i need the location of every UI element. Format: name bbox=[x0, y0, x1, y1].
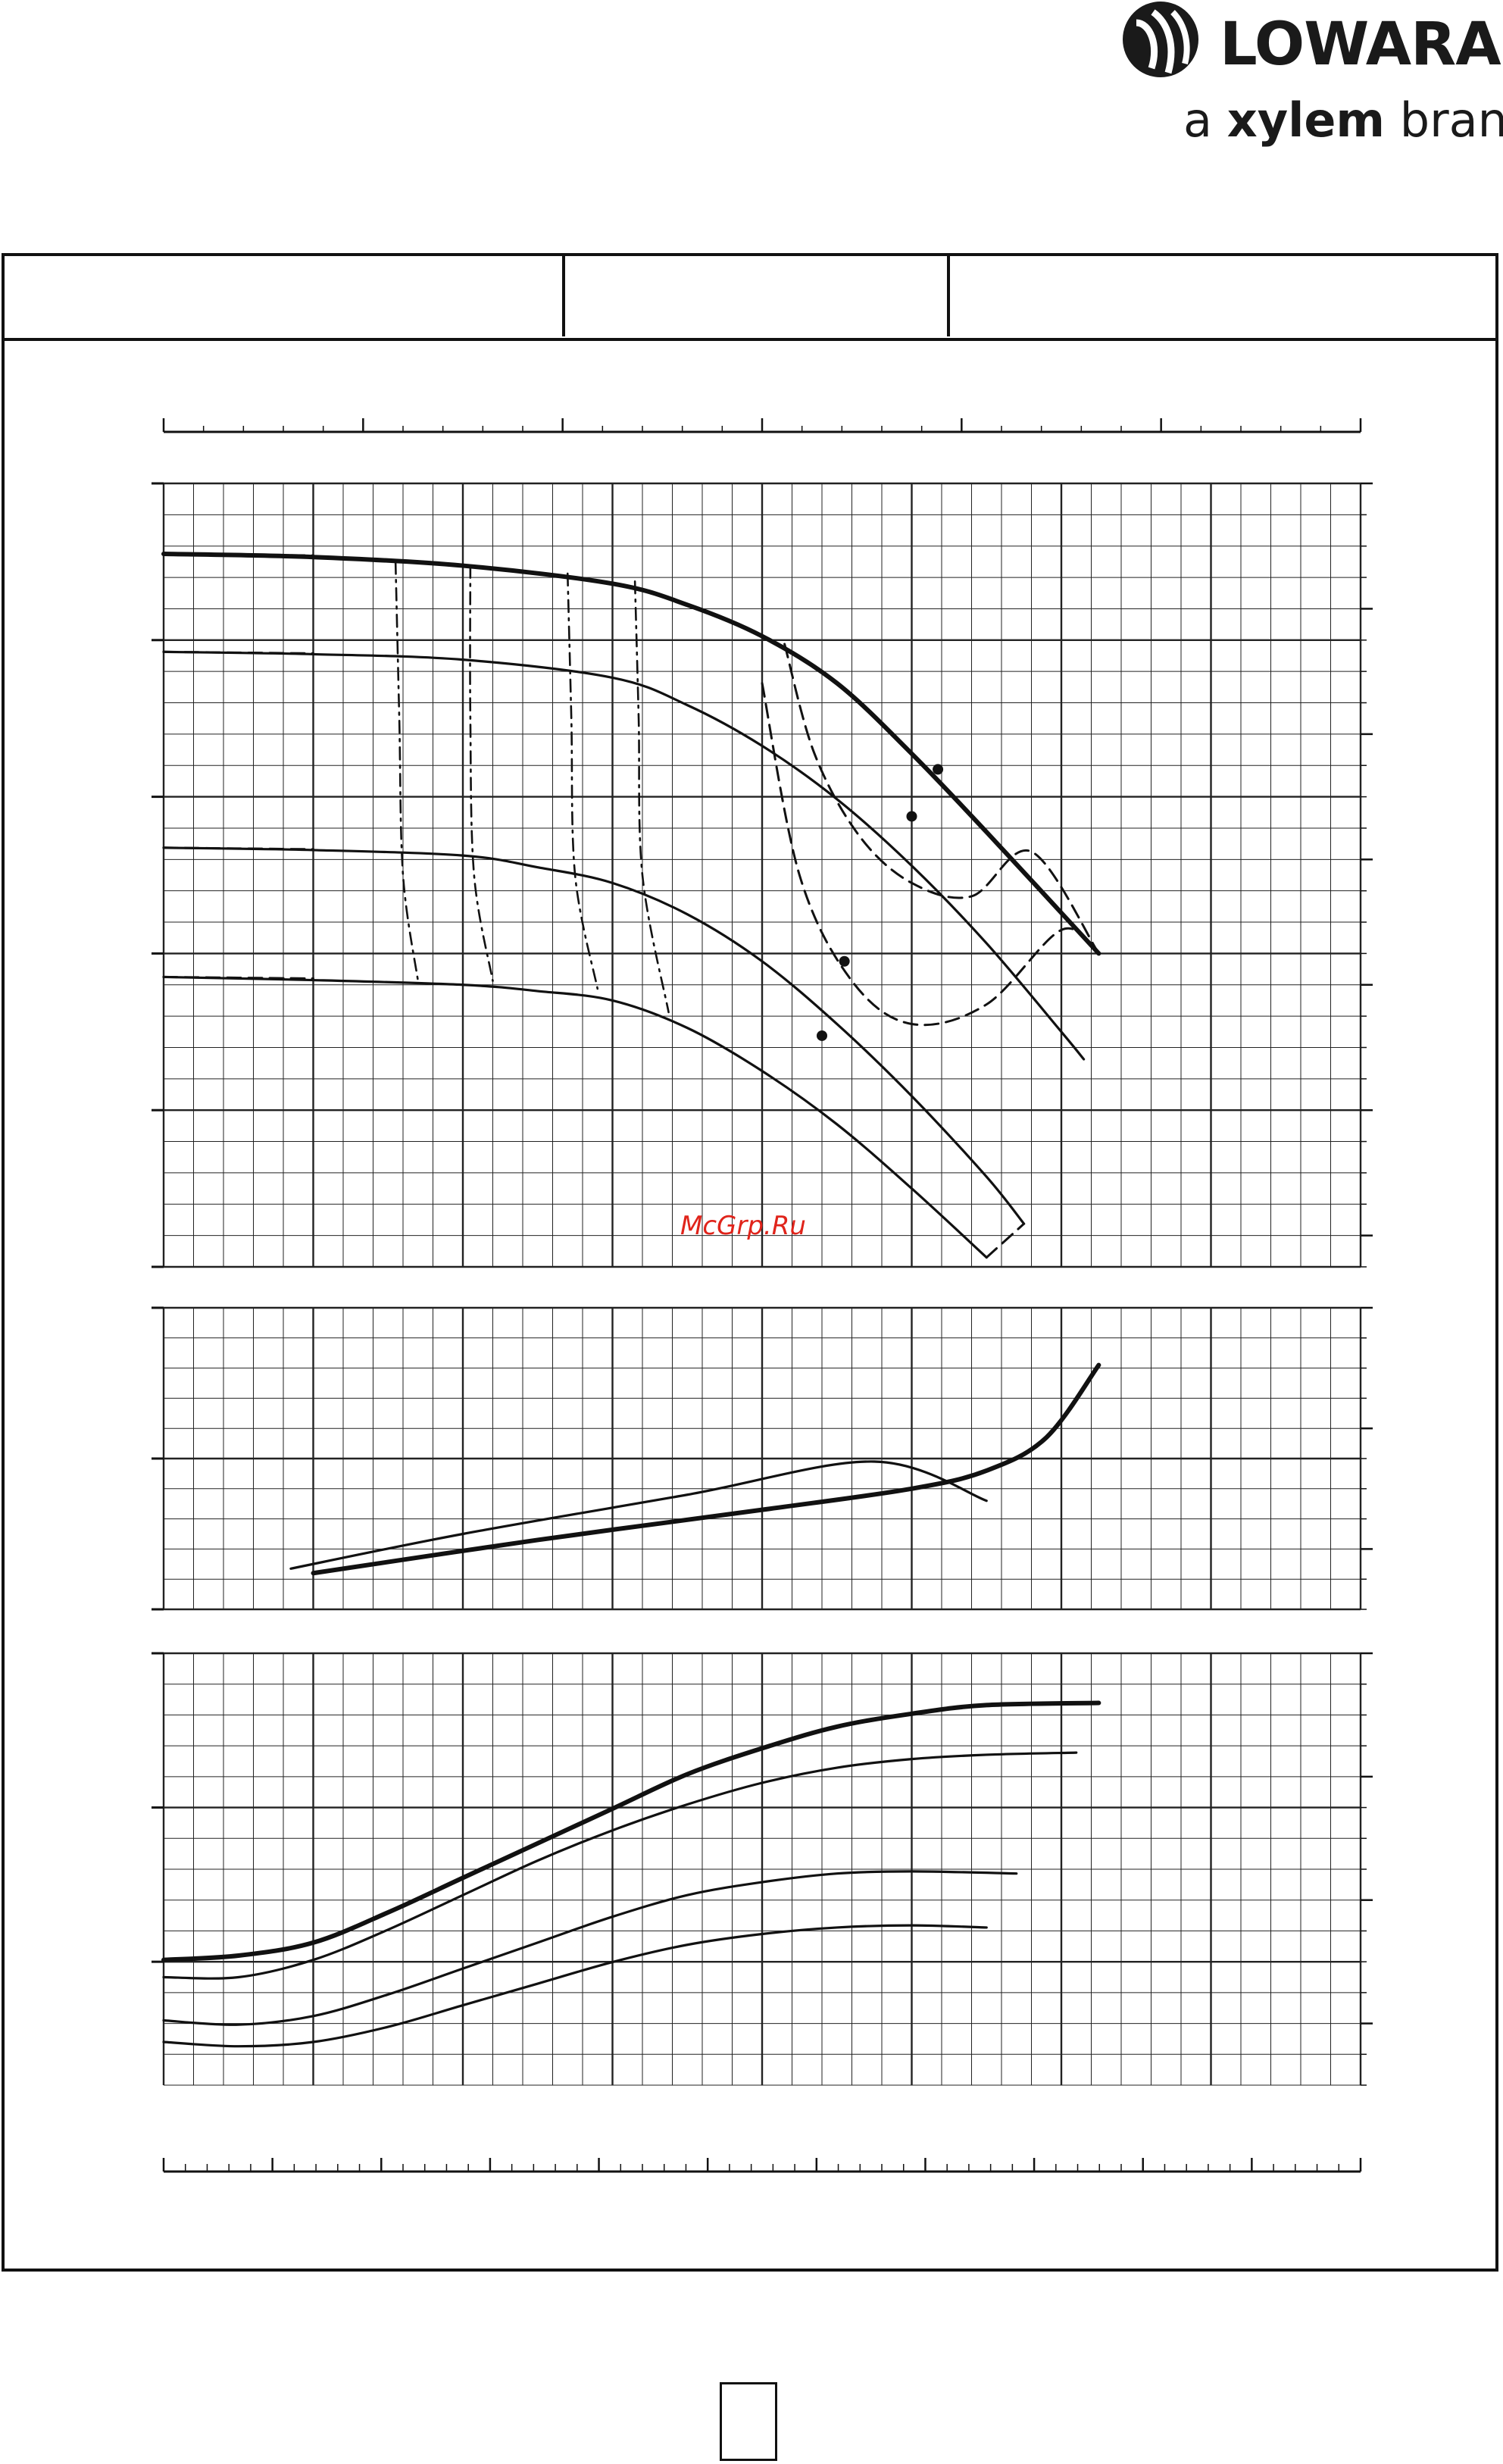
lowara-logo bbox=[1123, 2, 1198, 77]
head-operating-point-0 bbox=[933, 764, 944, 775]
head-curve-14 bbox=[633, 580, 670, 1014]
head-operating-point-1 bbox=[906, 811, 917, 822]
power-curve-0 bbox=[161, 1700, 1101, 1962]
header-cell-model bbox=[5, 256, 565, 336]
power-curve-1 bbox=[162, 1751, 1078, 1980]
head-operating-point-3 bbox=[817, 1030, 827, 1041]
head-curve-10 bbox=[162, 975, 314, 980]
head-curve-7 bbox=[162, 552, 314, 557]
efficiency-curve-0 bbox=[311, 1362, 1101, 1576]
head-curve-13 bbox=[566, 572, 599, 990]
head-curve-3 bbox=[162, 975, 988, 1259]
header-row bbox=[5, 256, 1495, 341]
chart-frame bbox=[2, 253, 1498, 2272]
head-curve-1 bbox=[162, 650, 1086, 1061]
power-curve-3 bbox=[162, 1924, 988, 2048]
head-curve-4 bbox=[783, 643, 1100, 955]
brand-tagline: a xylem brand bbox=[1183, 92, 1503, 148]
head-curve-11 bbox=[394, 561, 420, 982]
page-number-box bbox=[720, 2382, 777, 2461]
watermark: McGrp.Ru bbox=[680, 1211, 806, 1241]
tagline-prefix: a bbox=[1183, 92, 1227, 148]
head-curve-8 bbox=[162, 650, 314, 655]
head-curve-2 bbox=[162, 846, 1026, 1225]
head-operating-point-2 bbox=[839, 955, 850, 967]
head-curve-6 bbox=[985, 1222, 1026, 1259]
power-curve-2 bbox=[162, 1870, 1018, 2026]
brand-name: LOWARA bbox=[1220, 11, 1501, 79]
drops-logo-icon bbox=[1123, 2, 1198, 77]
efficiency-curve-1 bbox=[289, 1460, 988, 1570]
head-curve-0 bbox=[161, 552, 1101, 956]
head-curve-9 bbox=[162, 846, 314, 851]
head-curve-5 bbox=[761, 682, 1100, 1027]
tagline-bold: xylem bbox=[1226, 92, 1386, 148]
header-cell-speed bbox=[565, 256, 950, 336]
tagline-suffix: brand bbox=[1399, 92, 1503, 148]
head-curve-12 bbox=[469, 564, 494, 982]
